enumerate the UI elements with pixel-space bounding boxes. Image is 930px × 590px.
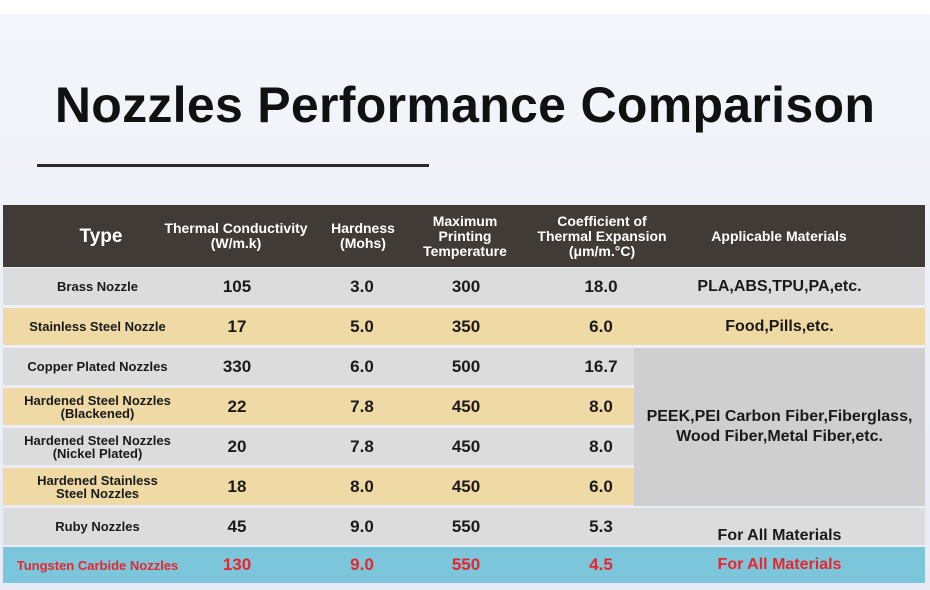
cell-thermal-conductivity: 18 bbox=[227, 476, 247, 496]
cell-materials: PLA,ABS,TPU,PA,etc. bbox=[697, 277, 862, 295]
cell-expansion: 18.0 bbox=[584, 276, 618, 296]
cell-temperature: 300 bbox=[451, 276, 481, 296]
cell-temperature: 450 bbox=[451, 396, 481, 416]
table-row: Hardened Steel Nozzles (Nickel Plated) 2… bbox=[3, 428, 634, 465]
table-row: Brass Nozzle 105 3.0 300 18.0 PLA,ABS,TP… bbox=[3, 268, 925, 305]
cell-materials-merged: PEEK,PEI Carbon Fiber,Fiberglass, Wood F… bbox=[634, 348, 925, 506]
table-row: Stainless Steel Nozzle 17 5.0 350 6.0 Fo… bbox=[3, 308, 925, 345]
cell-temperature: 550 bbox=[451, 555, 481, 574]
cell-thermal-conductivity: 45 bbox=[227, 516, 247, 536]
cell-hardness: 9.0 bbox=[350, 516, 374, 536]
cell-materials: For All Materials bbox=[717, 556, 842, 573]
header-type: Type bbox=[79, 225, 123, 247]
table-row: Hardened Stainless Steel Nozzles 18 8.0 … bbox=[3, 468, 634, 505]
header-max-printing-temperature: Maximum Printing Temperature bbox=[423, 212, 507, 259]
table-row: Hardened Steel Nozzles (Blackened) 22 7.… bbox=[3, 388, 634, 425]
cell-type: Brass Nozzle bbox=[57, 279, 138, 294]
cell-thermal-conductivity: 130 bbox=[222, 555, 252, 574]
cell-type: Copper Plated Nozzles bbox=[27, 359, 168, 374]
cell-materials: For All Materials bbox=[717, 526, 842, 544]
cell-temperature: 350 bbox=[451, 316, 481, 336]
cell-expansion: 16.7 bbox=[584, 356, 618, 376]
header-thermal-expansion: Coefficient of Thermal Expansion (μm/m.°… bbox=[537, 212, 667, 259]
cell-hardness: 5.0 bbox=[350, 316, 374, 336]
cell-temperature: 450 bbox=[451, 436, 481, 456]
cell-hardness: 7.8 bbox=[350, 436, 374, 456]
cell-thermal-conductivity: 105 bbox=[222, 276, 252, 296]
cell-materials: Food,Pills,etc. bbox=[725, 317, 834, 335]
header-thermal-conductivity: Thermal Conductivity (W/m.k) bbox=[164, 220, 308, 251]
table-row-highlighted: Tungsten Carbide Nozzles 130 9.0 550 4.5… bbox=[3, 547, 925, 583]
cell-type: Stainless Steel Nozzle bbox=[29, 319, 166, 334]
cell-temperature: 450 bbox=[451, 476, 481, 496]
cell-thermal-conductivity: 330 bbox=[222, 356, 252, 376]
merged-materials-line-1: PEEK,PEI Carbon Fiber,Fiberglass, bbox=[646, 408, 913, 425]
cell-expansion: 6.0 bbox=[589, 476, 613, 496]
cell-hardness: 8.0 bbox=[350, 476, 374, 496]
cell-hardness: 6.0 bbox=[350, 356, 374, 376]
cell-thermal-conductivity: 17 bbox=[227, 316, 247, 336]
cell-expansion: 8.0 bbox=[589, 396, 613, 416]
cell-type: Hardened Steel Nozzles (Blackened) bbox=[24, 392, 171, 421]
table-row: Ruby Nozzles 45 9.0 550 5.3 For All Mate… bbox=[3, 508, 925, 545]
cell-thermal-conductivity: 22 bbox=[227, 396, 247, 416]
title-underline bbox=[37, 164, 429, 167]
page-title: Nozzles Performance Comparison bbox=[54, 77, 876, 133]
cell-expansion: 6.0 bbox=[589, 316, 613, 336]
cell-temperature: 550 bbox=[451, 516, 481, 536]
cell-type: Ruby Nozzles bbox=[55, 519, 140, 534]
cell-expansion: 5.3 bbox=[589, 516, 613, 536]
table-row: Copper Plated Nozzles 330 6.0 500 16.7 bbox=[3, 348, 634, 385]
cell-hardness: 9.0 bbox=[350, 555, 374, 574]
table-header: Type Thermal Conductivity (W/m.k) Hardne… bbox=[3, 205, 925, 267]
cell-temperature: 500 bbox=[451, 356, 481, 376]
header-hardness: Hardness (Mohs) bbox=[331, 220, 395, 251]
cell-expansion: 4.5 bbox=[589, 555, 613, 574]
header-applicable-materials: Applicable Materials bbox=[711, 227, 847, 244]
cell-thermal-conductivity: 20 bbox=[227, 436, 247, 456]
cell-type: Hardened Stainless Steel Nozzles bbox=[37, 472, 158, 501]
cell-type: Hardened Steel Nozzles (Nickel Plated) bbox=[24, 432, 171, 461]
cell-type: Tungsten Carbide Nozzles bbox=[16, 557, 179, 573]
cell-expansion: 8.0 bbox=[589, 436, 613, 456]
cell-hardness: 3.0 bbox=[350, 276, 374, 296]
merged-materials-line-2: Wood Fiber,Metal Fiber,etc. bbox=[676, 428, 883, 445]
cell-hardness: 7.8 bbox=[350, 396, 374, 416]
